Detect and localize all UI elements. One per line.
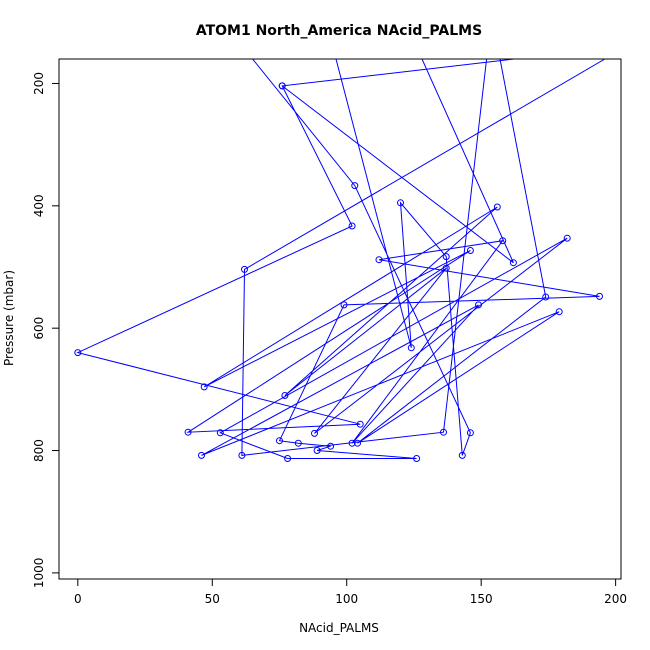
x-tick-label-0: 0 xyxy=(74,592,82,606)
x-axis-label: NAcid_PALMS xyxy=(299,621,379,635)
data-point-0-9 xyxy=(281,392,289,399)
data-point-1-1 xyxy=(407,344,415,352)
data-point-0-13 xyxy=(216,429,224,437)
data-point-0-4 xyxy=(356,420,364,428)
plot-area xyxy=(58,58,622,580)
data-point-2-3 xyxy=(440,428,447,436)
data-point-0-12 xyxy=(563,234,571,242)
data-point-1-3 xyxy=(442,253,450,261)
data-point-0-2 xyxy=(348,222,356,230)
series-line-1 xyxy=(252,59,471,456)
x-tick-label-2: 100 xyxy=(335,592,358,606)
data-point-0-26 xyxy=(198,451,205,459)
data-point-0-21 xyxy=(596,292,603,300)
data-point-0-3 xyxy=(74,349,82,357)
y-axis-label: Pressure (mbar) xyxy=(2,270,16,366)
y-axis: 200 400 600 800 1000 xyxy=(32,72,60,589)
x-tick-label-1: 50 xyxy=(205,592,220,606)
x-tick-label-4: 200 xyxy=(604,592,627,606)
data-point-0-16 xyxy=(313,447,321,454)
series-layer xyxy=(74,59,606,462)
data-point-0-10 xyxy=(442,264,450,272)
series-line-3 xyxy=(281,59,514,264)
x-tick-label-3: 150 xyxy=(470,592,493,606)
data-point-0-5 xyxy=(184,428,192,436)
plot-frame xyxy=(58,58,622,580)
y-tick-label-2: 600 xyxy=(32,317,46,340)
data-point-1-4 xyxy=(458,451,466,459)
data-point-1-2 xyxy=(397,199,404,207)
y-tick-label-0: 200 xyxy=(32,72,46,95)
data-point-0-25 xyxy=(475,301,482,309)
data-point-0-29 xyxy=(542,293,550,301)
data-point-0-17 xyxy=(327,442,335,450)
data-point-0-15 xyxy=(413,455,421,462)
data-point-3-0 xyxy=(278,82,286,90)
y-tick-label-3: 800 xyxy=(32,439,46,462)
series-line-2 xyxy=(241,59,606,456)
data-point-1-5 xyxy=(466,429,474,437)
data-point-2-1 xyxy=(241,265,248,273)
data-point-0-20 xyxy=(340,301,348,309)
data-point-2-2 xyxy=(238,451,246,459)
data-point-0-7 xyxy=(200,383,208,391)
data-point-0-14 xyxy=(284,455,292,462)
data-point-0-6 xyxy=(466,247,474,254)
x-axis: 0 50 100 150 200 xyxy=(74,578,627,606)
data-point-0-22 xyxy=(375,256,383,264)
data-point-1-6 xyxy=(351,182,359,190)
chart-title: ATOM1 North_America NAcid_PALMS xyxy=(196,23,482,39)
data-point-0-28 xyxy=(354,439,361,447)
y-tick-label-1: 400 xyxy=(32,194,46,217)
data-point-0-27 xyxy=(555,308,563,316)
data-point-0-11 xyxy=(311,429,318,437)
y-tick-label-4: 1000 xyxy=(32,558,46,589)
data-point-0-8 xyxy=(493,203,501,211)
data-point-0-19 xyxy=(276,437,283,445)
data-point-0-18 xyxy=(294,439,302,447)
series-line-0 xyxy=(76,59,600,459)
data-point-3-1 xyxy=(509,259,517,267)
